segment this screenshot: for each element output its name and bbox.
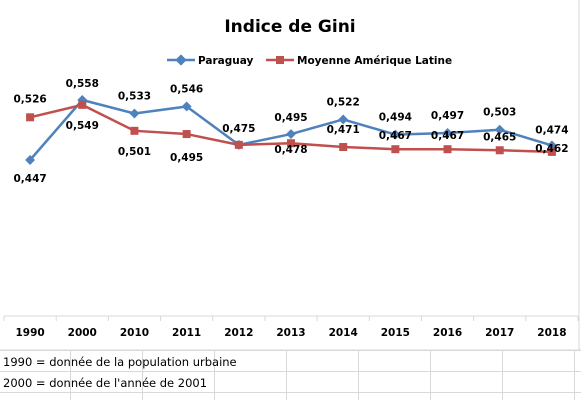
point-latin-america: [287, 139, 295, 148]
chart-title: Indice de Gini: [224, 17, 355, 37]
point-paraguay: [442, 128, 453, 138]
point-latin-america: [130, 126, 139, 135]
data-label-paraguay: 0,495: [274, 112, 307, 124]
x-tick-label: 2018: [537, 327, 566, 339]
point-paraguay: [25, 155, 36, 165]
data-label-paraguay: 0,522: [327, 96, 360, 108]
data-label-latin-america: 0,549: [66, 120, 99, 132]
data-label-latin-america: 0,471: [327, 124, 360, 136]
data-label-paraguay: 0,497: [431, 110, 464, 122]
point-paraguay: [129, 108, 140, 119]
point-paraguay: [546, 140, 557, 151]
point-latin-america: [26, 113, 35, 122]
point-latin-america: [234, 140, 243, 149]
data-label-paraguay: 0,546: [170, 83, 203, 95]
data-label-paraguay: 0,447: [13, 173, 46, 185]
point-latin-america: [443, 145, 452, 154]
x-tick-label: 2010: [120, 327, 149, 339]
x-tick-label: 2012: [224, 327, 253, 339]
data-label-latin-america: 0,465: [483, 131, 516, 143]
note-1990: 1990 = donnée de la population urbaine: [3, 355, 237, 369]
point-latin-america: [182, 130, 191, 139]
x-tick-label: 2016: [433, 327, 462, 339]
legend-marker-latin-america: [276, 56, 284, 64]
point-latin-america: [78, 100, 87, 109]
note-2000: 2000 = donnée de l'année de 2001: [3, 376, 208, 390]
x-tick-label: 2011: [172, 327, 201, 339]
legend-label-latin-america: Moyenne Amérique Latine: [297, 55, 452, 67]
data-label-paraguay: 0,533: [118, 91, 151, 103]
data-label-paraguay: 0,494: [379, 112, 412, 124]
data-label-latin-america: 0,526: [13, 93, 46, 105]
x-tick-label: 1990: [15, 327, 44, 339]
point-latin-america: [495, 146, 504, 155]
x-tick-label: 2015: [381, 327, 410, 339]
data-label-paraguay: 0,503: [483, 107, 516, 119]
x-tick-label: 2013: [276, 327, 305, 339]
data-label-latin-america: 0,501: [118, 146, 151, 158]
data-label-paraguay: 0,558: [66, 78, 99, 90]
data-label-latin-america: 0,495: [170, 152, 203, 164]
legend-marker-paraguay: [175, 54, 187, 66]
point-paraguay: [181, 101, 192, 112]
data-label-latin-america: 0,478: [274, 144, 307, 156]
x-tick-label: 2014: [329, 327, 358, 339]
point-latin-america: [339, 143, 348, 152]
data-label-paraguay: 0,475: [222, 123, 255, 135]
x-tick-label: 2017: [485, 327, 514, 339]
point-paraguay: [494, 124, 505, 135]
point-latin-america: [391, 145, 400, 154]
point-latin-america: [547, 147, 556, 156]
point-paraguay: [286, 129, 296, 140]
data-label-paraguay: 0,474: [535, 124, 568, 136]
chart-notes: 1990 = donnée de la population urbaine 2…: [0, 352, 581, 400]
data-label-latin-america: 0,467: [431, 130, 464, 142]
data-label-latin-america: 0,467: [379, 130, 412, 142]
data-label-latin-america: 0,462: [535, 143, 568, 155]
x-tick-label: 2000: [68, 327, 97, 339]
point-paraguay: [338, 114, 349, 125]
point-paraguay: [390, 129, 401, 140]
legend-label-paraguay: Paraguay: [198, 55, 254, 67]
